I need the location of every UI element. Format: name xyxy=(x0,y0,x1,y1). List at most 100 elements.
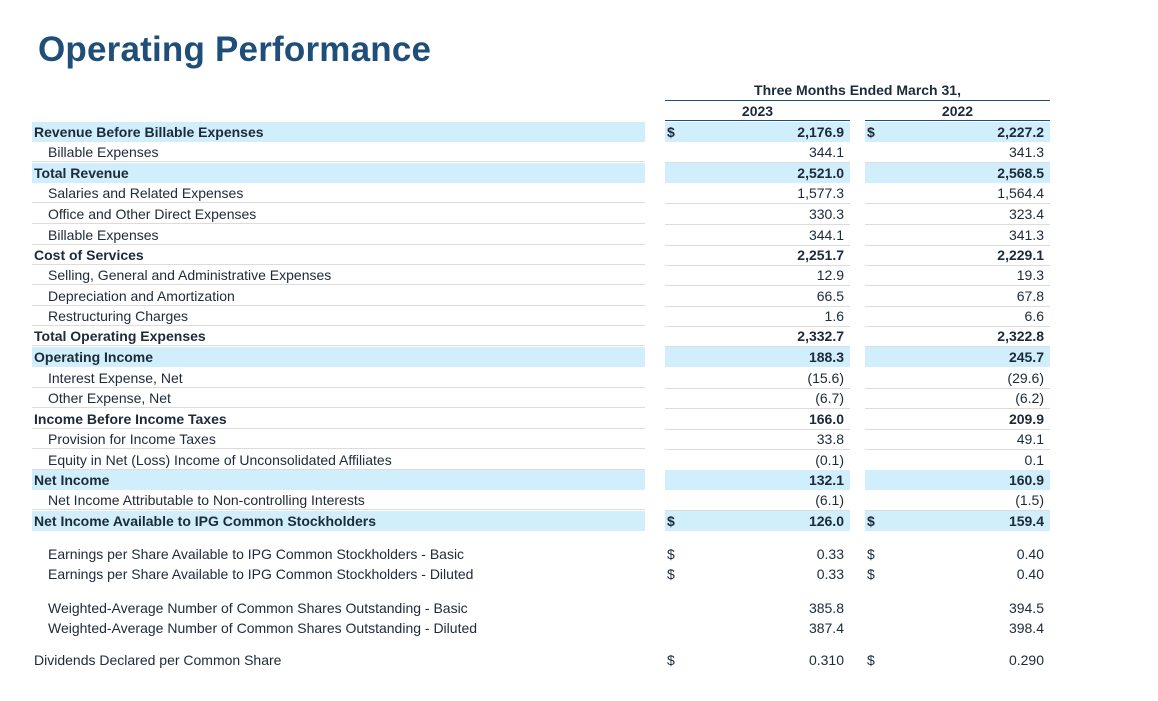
value-2023: 1.6 xyxy=(824,308,844,324)
cell-2022: 6.6 xyxy=(865,306,1050,327)
cell-2022: 0.1 xyxy=(865,450,1050,471)
table-row: Net Income Attributable to Non-controlli… xyxy=(0,490,1158,511)
cell-2023: $2,176.9 xyxy=(665,122,850,142)
value-2023: 0.33 xyxy=(816,566,844,582)
currency-symbol: $ xyxy=(867,546,875,562)
year-2023-divider xyxy=(665,120,850,121)
row-label: Billable Expenses xyxy=(32,142,645,162)
currency-symbol: $ xyxy=(867,566,875,582)
row-label: Interest Expense, Net xyxy=(32,368,645,388)
cell-2022: 19.3 xyxy=(865,265,1050,286)
cell-2022: 323.4 xyxy=(865,204,1050,225)
value-2022: 0.290 xyxy=(1008,652,1044,668)
value-2023: 0.33 xyxy=(816,546,844,562)
value-2023: 0.310 xyxy=(808,652,844,668)
value-2023: 2,521.0 xyxy=(797,165,844,181)
value-2022: 1,564.4 xyxy=(997,185,1044,201)
table-row: Net Income 132.1 160.9 xyxy=(0,470,1158,490)
value-2022: (29.6) xyxy=(1007,370,1044,386)
row-label: Restructuring Charges xyxy=(32,306,645,326)
value-2023: (0.1) xyxy=(815,452,844,468)
cell-2022: 245.7 xyxy=(865,347,1050,367)
cell-2023: (0.1) xyxy=(665,450,850,471)
row-label: Dividends Declared per Common Share xyxy=(34,652,282,668)
value-2023: 2,332.7 xyxy=(797,328,844,344)
cell-2023: (6.1) xyxy=(665,490,850,511)
cell-2023: 2,521.0 xyxy=(665,163,850,183)
value-2022: 0.40 xyxy=(1016,546,1044,562)
cell-2022: 67.8 xyxy=(865,286,1050,307)
cell-2023: 2,251.7 xyxy=(665,245,850,266)
cell-2022: 160.9 xyxy=(865,470,1050,490)
table-row: Revenue Before Billable Expenses $2,176.9… xyxy=(0,122,1158,142)
value-2023: 344.1 xyxy=(808,227,844,243)
table-row: Weighted-Average Number of Common Shares… xyxy=(0,598,1158,618)
table-row: Income Before Income Taxes 166.0 209.9 xyxy=(0,409,1158,430)
cell-2022: $159.4 xyxy=(865,511,1050,531)
table-row: Office and Other Direct Expenses 330.3 323… xyxy=(0,204,1158,225)
value-2023: 1,577.3 xyxy=(797,185,844,201)
cell-2023: 1,577.3 xyxy=(665,183,850,204)
value-2023: 385.8 xyxy=(808,600,844,616)
table-row: Net Income Available to IPG Common Stock… xyxy=(0,511,1158,531)
cell-2022: (29.6) xyxy=(865,368,1050,389)
cell-2022: 394.5 xyxy=(865,598,1050,618)
cell-2023: 66.5 xyxy=(665,286,850,307)
cell-2022: 209.9 xyxy=(865,409,1050,430)
cell-2023: 188.3 xyxy=(665,347,850,367)
cell-2023: (6.7) xyxy=(665,388,850,409)
value-2023: 33.8 xyxy=(816,431,844,447)
value-2023: (6.1) xyxy=(815,492,844,508)
value-2023: 166.0 xyxy=(808,411,844,427)
row-label: Weighted-Average Number of Common Shares… xyxy=(48,600,468,616)
cell-2022: $0.40 xyxy=(865,564,1050,584)
table-row: Interest Expense, Net (15.6) (29.6) xyxy=(0,368,1158,389)
cell-2022: 398.4 xyxy=(865,618,1050,638)
table-row: Other Expense, Net (6.7) (6.2) xyxy=(0,388,1158,409)
row-label: Income Before Income Taxes xyxy=(32,409,645,429)
value-2023: 330.3 xyxy=(808,206,844,222)
cell-2023: 330.3 xyxy=(665,204,850,225)
currency-symbol: $ xyxy=(667,566,675,582)
value-2022: 394.5 xyxy=(1008,600,1044,616)
value-2023: 2,251.7 xyxy=(797,247,844,263)
row-label: Operating Income xyxy=(32,347,645,367)
value-2023: 132.1 xyxy=(808,472,844,488)
row-label: Total Revenue xyxy=(32,163,645,183)
row-label: Earnings per Share Available to IPG Comm… xyxy=(48,566,474,582)
value-2022: 341.3 xyxy=(1008,227,1044,243)
row-label: Other Expense, Net xyxy=(32,388,645,408)
cell-2022: 1,564.4 xyxy=(865,183,1050,204)
cell-2023: 344.1 xyxy=(665,225,850,246)
value-2022: 2,322.8 xyxy=(997,328,1044,344)
value-2022: 0.40 xyxy=(1016,566,1044,582)
year-2023-header: 2023 xyxy=(741,103,774,119)
table-row: Dividends Declared per Common Share $0.31… xyxy=(0,650,1158,670)
currency-symbol: $ xyxy=(667,124,675,140)
year-2022-divider xyxy=(865,120,1050,121)
row-label: Equity in Net (Loss) Income of Unconsoli… xyxy=(32,450,645,470)
cell-2022: 2,229.1 xyxy=(865,245,1050,266)
row-label: Office and Other Direct Expenses xyxy=(32,204,645,224)
table-row: Billable Expenses 344.1 341.3 xyxy=(0,142,1158,163)
value-2023: (15.6) xyxy=(807,370,844,386)
period-header: Three Months Ended March 31, xyxy=(754,82,961,98)
cell-2023: 387.4 xyxy=(665,618,850,638)
value-2022: 2,568.5 xyxy=(997,165,1044,181)
row-label: Total Operating Expenses xyxy=(32,326,645,346)
table-row: Selling, General and Administrative Expe… xyxy=(0,265,1158,286)
table-row: Salaries and Related Expenses 1,577.3 1,56… xyxy=(0,183,1158,204)
table-row: Total Revenue 2,521.0 2,568.5 xyxy=(0,163,1158,183)
table-row: Total Operating Expenses 2,332.7 2,322.8 xyxy=(0,326,1158,347)
value-2022: (6.2) xyxy=(1015,390,1044,406)
value-2022: 323.4 xyxy=(1008,206,1044,222)
cell-2022: $0.40 xyxy=(865,544,1050,564)
cell-2023: 2,332.7 xyxy=(665,326,850,347)
cell-2022: (6.2) xyxy=(865,388,1050,409)
value-2022: 2,227.2 xyxy=(997,124,1044,140)
row-label: Net Income Available to IPG Common Stock… xyxy=(32,511,645,531)
table-row: Cost of Services 2,251.7 2,229.1 xyxy=(0,245,1158,266)
value-2022: 19.3 xyxy=(1016,267,1044,283)
table-row: Provision for Income Taxes 33.8 49.1 xyxy=(0,429,1158,450)
value-2022: 341.3 xyxy=(1008,144,1044,160)
